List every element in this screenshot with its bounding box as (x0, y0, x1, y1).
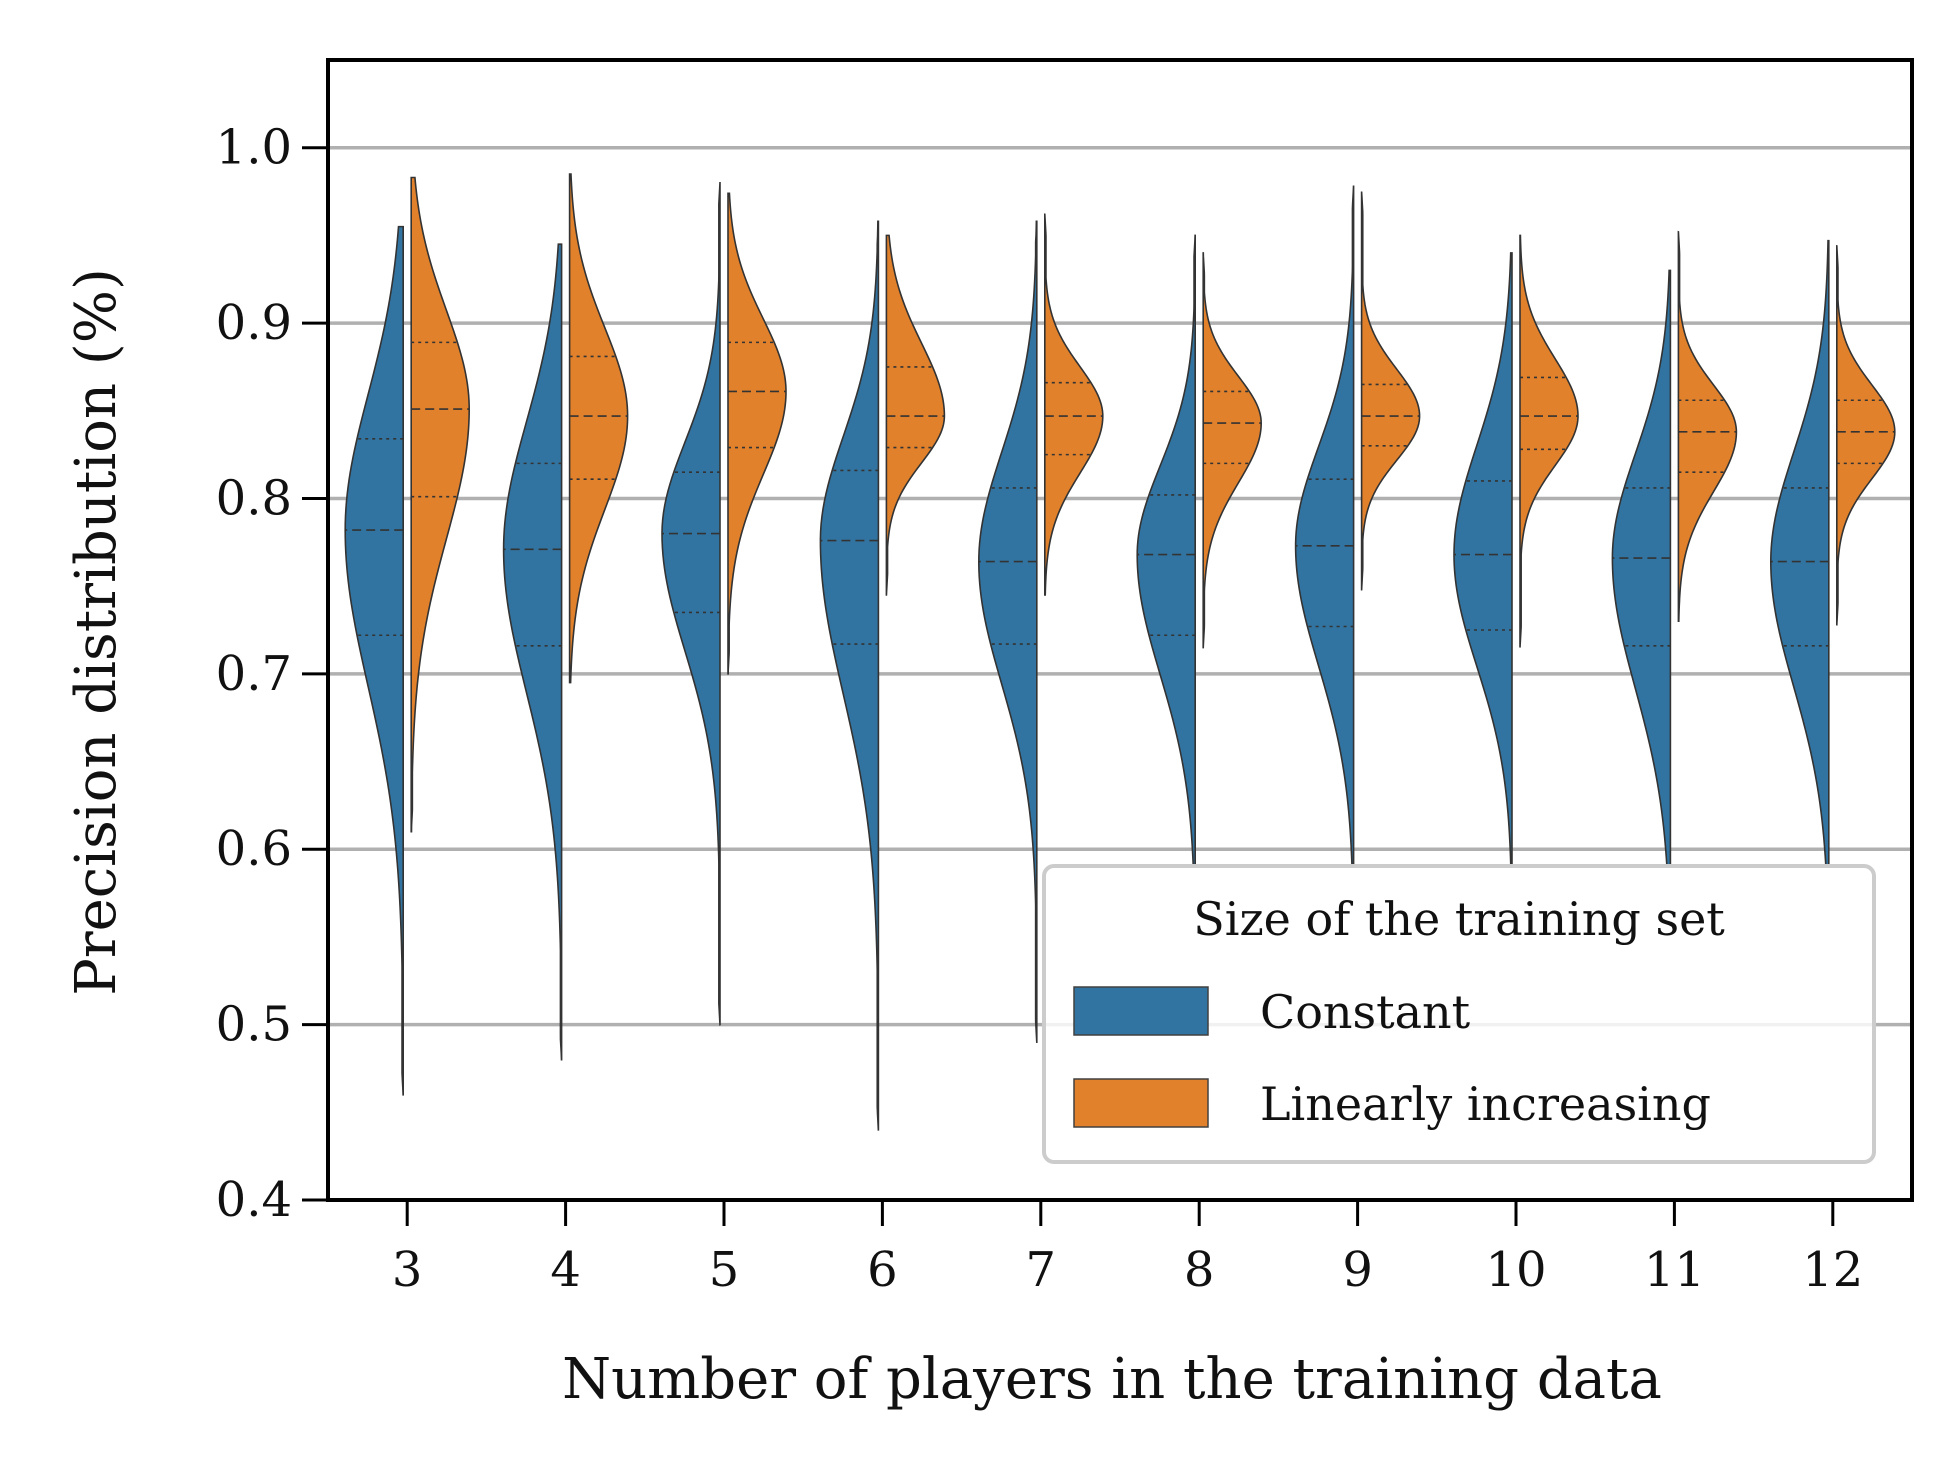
legend: Size of the training set Constant Linear… (1042, 864, 1876, 1164)
y-tick-label: 0.4 (216, 1172, 292, 1228)
x-tick-label: 7 (1026, 1242, 1057, 1298)
violin-linearly-increasing-6 (885, 234, 946, 596)
x-tick-label: 5 (709, 1242, 740, 1298)
violin-constant-3 (344, 225, 404, 1096)
violin-linearly-increasing-7 (1044, 213, 1104, 596)
violin-linearly-increasing-5 (727, 192, 787, 675)
violin-linearly-increasing-3 (410, 176, 470, 833)
violins (344, 173, 1896, 1131)
y-tick-label: 0.9 (216, 295, 292, 351)
violin-linearly-increasing-11 (1677, 230, 1738, 623)
y-tick-label: 0.5 (216, 997, 292, 1053)
violin-linearly-increasing-10 (1519, 234, 1579, 648)
violin-constant-10 (1453, 252, 1513, 868)
violin-constant-12 (1770, 239, 1830, 868)
legend-frame (1042, 864, 1876, 1164)
violin-constant-7 (978, 220, 1038, 1043)
violin-constant-5 (661, 181, 721, 1026)
violin-linearly-increasing-12 (1836, 245, 1896, 626)
violin-constant-9 (1294, 185, 1355, 868)
violin-constant-11 (1611, 269, 1672, 868)
x-tick-label: 4 (550, 1242, 581, 1298)
x-tick-label: 10 (1485, 1242, 1546, 1298)
legend-swatch-linearly-increasing (1073, 1078, 1209, 1128)
violin-linearly-increasing-8 (1202, 252, 1262, 649)
legend-title: Size of the training set (1193, 892, 1725, 946)
violin-constant-6 (819, 220, 880, 1131)
violin-constant-4 (502, 243, 563, 1061)
x-axis-label: Number of players in the training data (562, 1347, 1662, 1412)
legend-label-linearly-increasing: Linearly increasing (1260, 1077, 1711, 1131)
plot-frame (326, 58, 1914, 1202)
x-tick-label: 6 (867, 1242, 898, 1298)
legend-swatch-constant (1073, 986, 1209, 1036)
x-tick-label: 3 (392, 1242, 423, 1298)
y-axis-label: Precision distribution (%) (64, 268, 129, 996)
x-tick-label: 11 (1644, 1242, 1705, 1298)
violin-linearly-increasing-9 (1360, 191, 1421, 591)
violin-constant-8 (1136, 234, 1196, 868)
violin-linearly-increasing-4 (568, 173, 629, 684)
y-tick-label: 0.7 (216, 646, 292, 702)
x-tick-label: 9 (1342, 1242, 1373, 1298)
y-tick-label: 1.0 (216, 120, 292, 176)
x-tick-label: 12 (1802, 1242, 1863, 1298)
legend-label-constant: Constant (1260, 985, 1471, 1039)
y-tick-label: 0.8 (216, 470, 292, 526)
axes: 0.4 0.5 0.6 0.7 0.8 0.9 1.0 3 4 5 6 7 8 9 10 11 12 (216, 58, 1914, 1298)
x-tick-label: 8 (1184, 1242, 1215, 1298)
y-tick-label: 0.6 (216, 821, 292, 877)
